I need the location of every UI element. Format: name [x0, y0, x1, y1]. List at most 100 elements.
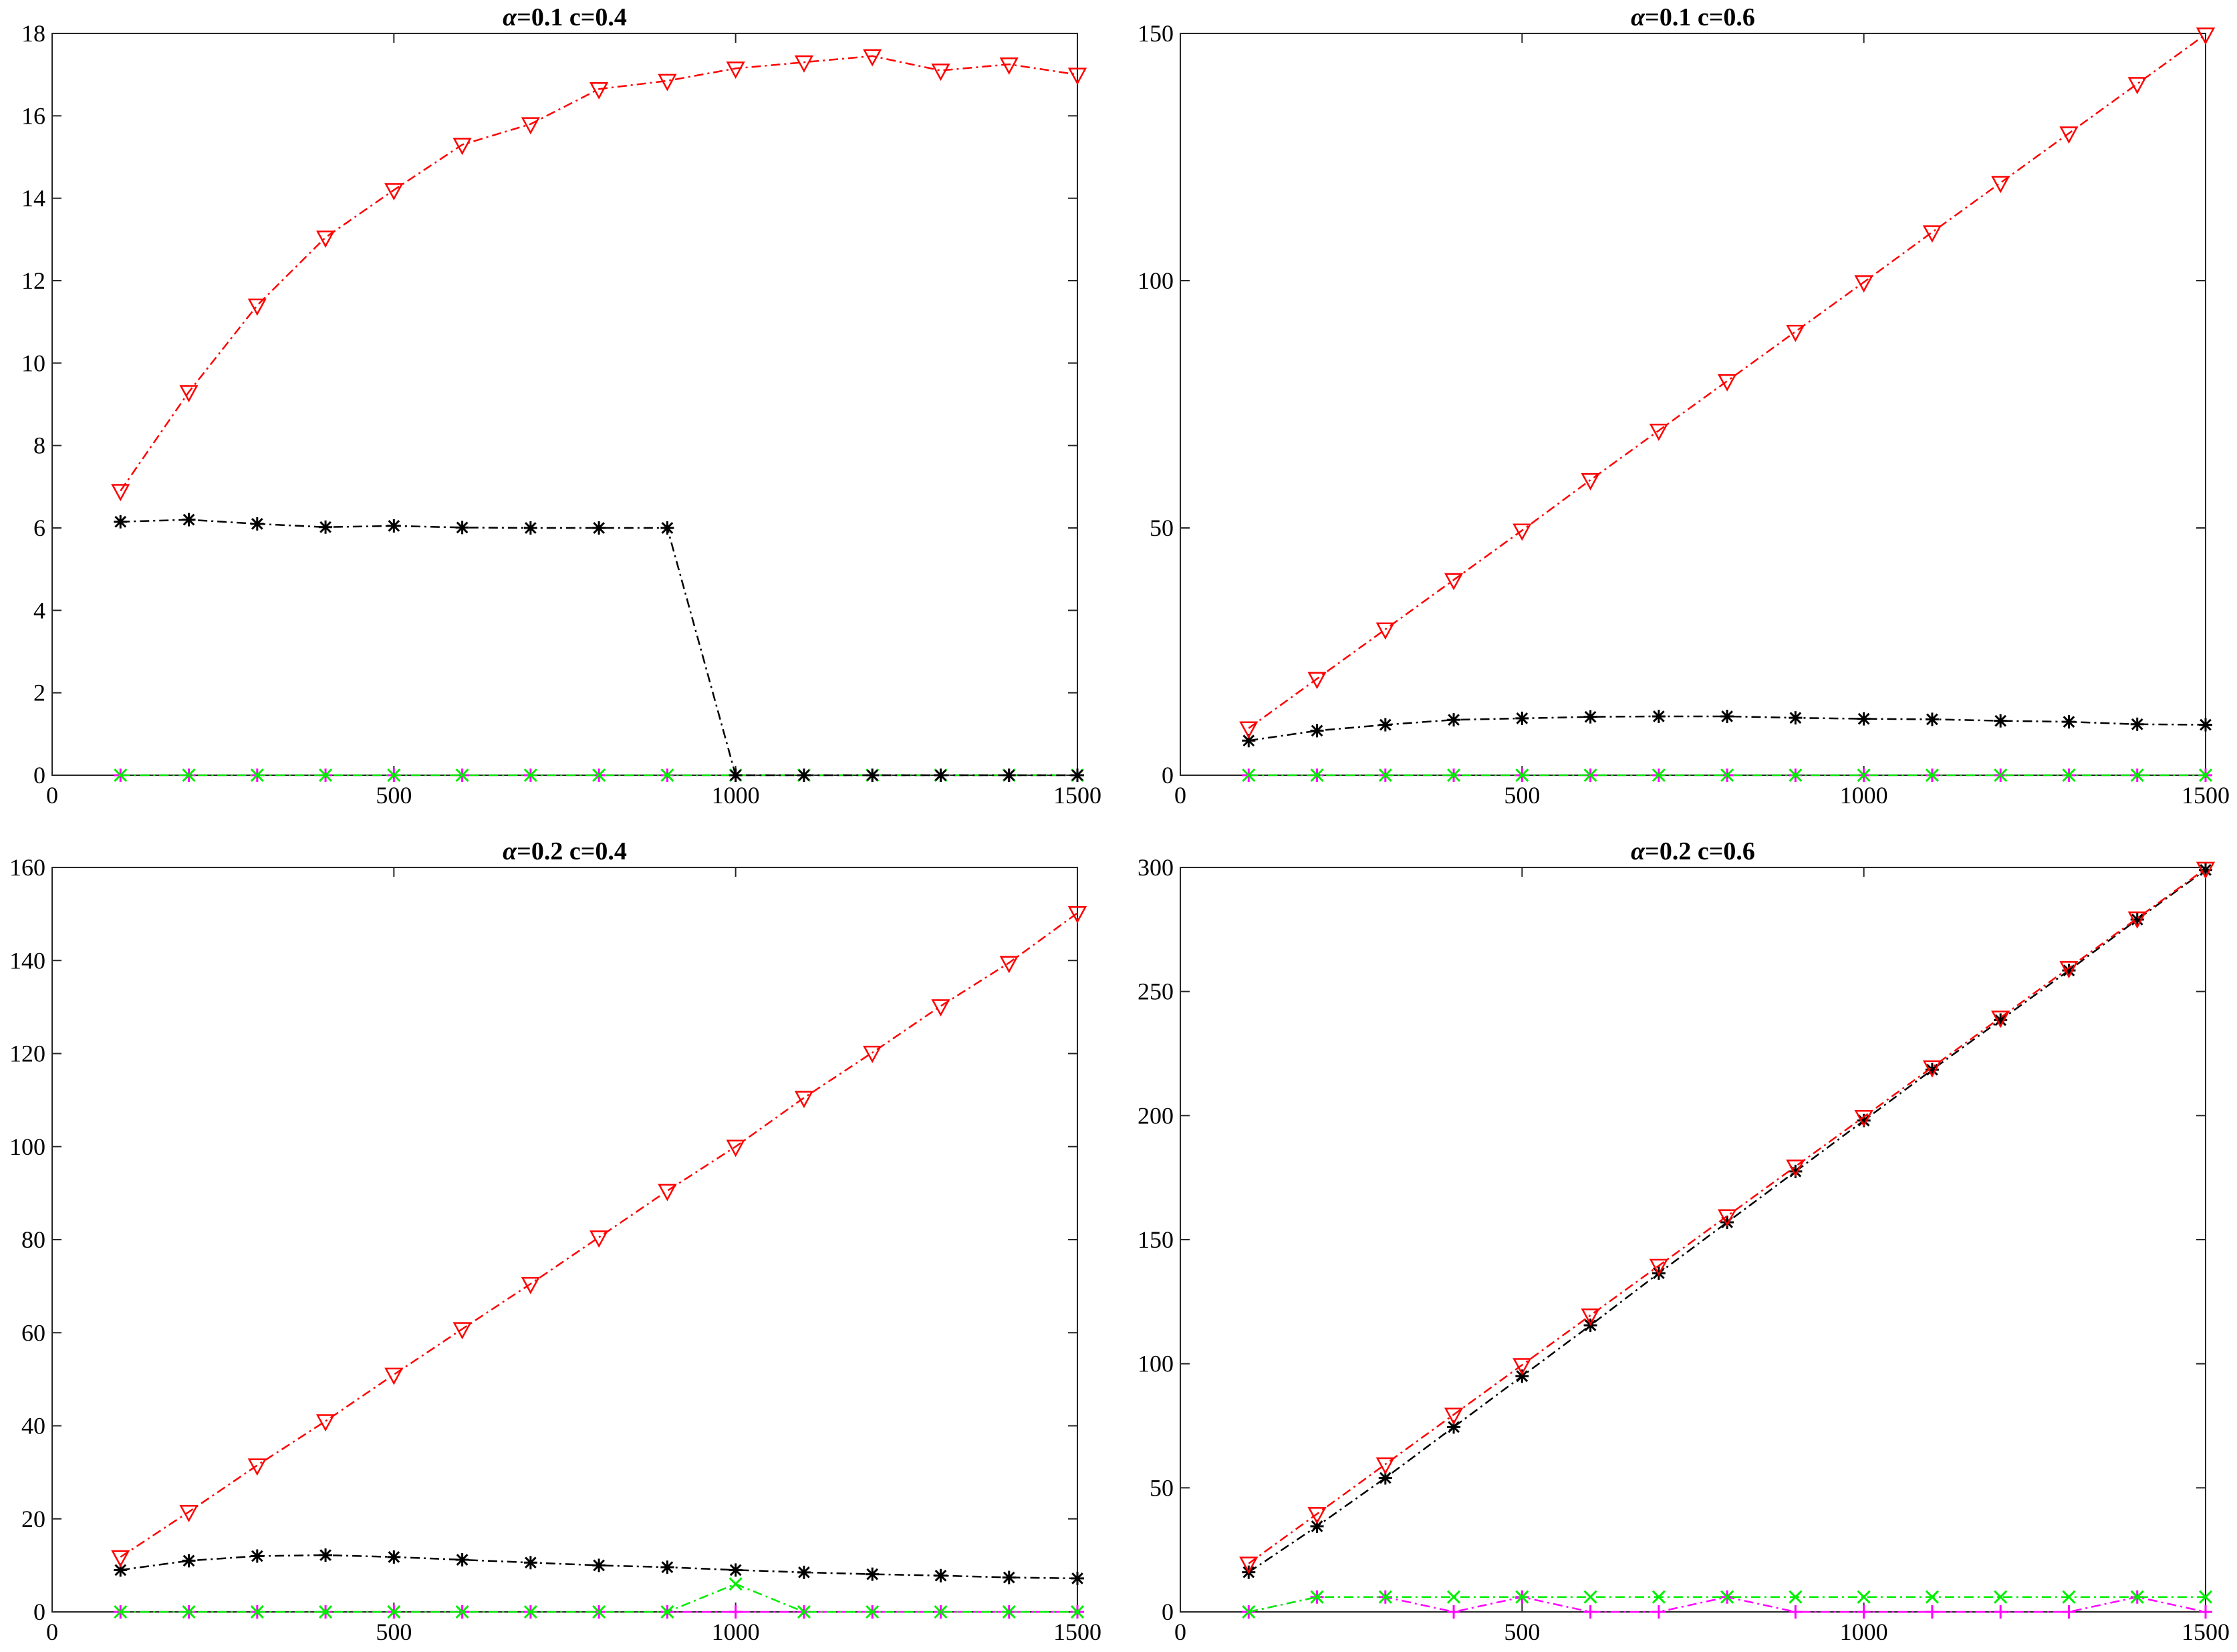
y-tick-label: 60: [21, 1319, 45, 1346]
data-point-black-asterisk: [729, 769, 743, 782]
y-tick-label: 16: [21, 102, 45, 129]
data-point-red-triangle: [2196, 861, 2216, 879]
data-point-black-asterisk: [1378, 1471, 1392, 1485]
data-point-red-triangle: [315, 231, 336, 248]
y-tick-label: 0: [33, 1599, 45, 1625]
data-point-green-x: [1652, 1590, 1666, 1604]
data-point-red-triangle: [1991, 1010, 2010, 1028]
title-symbol: α: [1631, 837, 1646, 865]
data-point-black-asterisk: [319, 520, 333, 534]
data-point-red-triangle: [589, 1230, 609, 1248]
data-point-green-x: [729, 1577, 743, 1591]
data-point-black-asterisk: [1071, 1571, 1084, 1585]
data-point-black-asterisk: [2062, 715, 2076, 729]
data-point-black-asterisk: [1857, 712, 1871, 726]
y-tick-label: 80: [21, 1226, 45, 1253]
data-point-magenta-plus: [1857, 1605, 1871, 1619]
data-point-red-triangle: [1922, 225, 1942, 243]
data-point-black-asterisk: [1720, 709, 1734, 723]
axes-frame: [51, 33, 1078, 776]
data-point-green-x: [660, 1605, 674, 1619]
data-point-red-triangle: [863, 49, 882, 67]
y-tick-label: 12: [21, 267, 45, 294]
data-point-red-triangle: [658, 74, 677, 92]
series-black-asterisk: [1242, 863, 2212, 1579]
title-symbol: α: [503, 3, 517, 31]
data-point-black-asterisk: [660, 521, 674, 535]
data-point-red-triangle: [384, 1367, 404, 1385]
data-point-black-asterisk: [1789, 711, 1803, 725]
x-tick-label: 1000: [1840, 1619, 1888, 1645]
data-point-green-x: [1378, 768, 1392, 783]
data-point-black-asterisk: [114, 515, 128, 529]
data-point-magenta-plus: [1447, 1605, 1461, 1619]
data-point-red-triangle: [2127, 77, 2147, 95]
y-tick-label: 18: [21, 20, 45, 47]
data-point-green-x: [2062, 1590, 2076, 1604]
title-symbol: α: [503, 837, 517, 865]
data-point-green-x: [2130, 768, 2144, 783]
data-point-red-triangle: [1649, 423, 1668, 441]
data-point-green-x: [1720, 768, 1734, 783]
data-point-magenta-plus: [1994, 1605, 2008, 1619]
title-text: =0.1 c=0.4: [517, 3, 627, 31]
data-point-green-x: [455, 768, 469, 783]
data-point-black-asterisk: [2199, 863, 2212, 877]
x-tick-label: 1500: [1053, 1619, 1101, 1645]
data-point-green-x: [1789, 1590, 1803, 1604]
series-green-x: [1242, 768, 2213, 783]
data-point-black-asterisk: [934, 1568, 948, 1582]
y-tick-label: 200: [1138, 1102, 1174, 1129]
data-point-green-x: [2130, 1590, 2144, 1604]
y-tick-label: 150: [1138, 20, 1174, 47]
data-point-black-asterisk: [1071, 769, 1084, 782]
data-point-green-x: [1310, 768, 1324, 783]
data-point-red-triangle: [1922, 1060, 1942, 1078]
panel-title: α=0.1 c=0.4: [503, 3, 627, 31]
y-tick-label: 20: [21, 1506, 45, 1532]
series-black-asterisk: [114, 1548, 1084, 1585]
series-line-green-x: [120, 1582, 1077, 1613]
data-point-green-x: [592, 1605, 606, 1619]
series-red-triangle: [111, 906, 1087, 1568]
data-point-black-asterisk: [1720, 1216, 1734, 1230]
data-point-black-asterisk: [250, 1549, 264, 1563]
data-point-red-triangle: [726, 61, 745, 80]
data-point-green-x: [2198, 768, 2213, 783]
data-point-green-x: [866, 1605, 880, 1619]
data-point-green-x: [1310, 1590, 1324, 1604]
data-point-green-x: [250, 768, 264, 783]
data-point-red-triangle: [863, 1045, 882, 1063]
x-tick-label: 1000: [712, 782, 760, 809]
x-tick-label: 0: [46, 1619, 58, 1645]
y-tick-label: 0: [33, 762, 45, 789]
data-point-magenta-plus: [1789, 1605, 1803, 1619]
data-point-black-asterisk: [319, 1548, 333, 1562]
series-red-triangle: [1239, 27, 2216, 739]
data-point-black-asterisk: [1378, 718, 1392, 732]
data-point-red-triangle: [179, 385, 199, 403]
data-point-red-triangle: [1239, 1556, 1259, 1574]
y-tick-label: 0: [1162, 762, 1174, 789]
data-point-green-x: [387, 768, 401, 783]
data-point-green-x: [182, 1605, 196, 1619]
data-point-black-asterisk: [387, 1550, 401, 1564]
data-point-green-x: [1242, 1605, 1256, 1619]
data-point-green-x: [1789, 768, 1803, 783]
data-point-black-asterisk: [2130, 912, 2144, 926]
x-tick-label: 0: [46, 782, 58, 809]
data-point-red-triangle: [658, 1184, 677, 1202]
data-point-red-triangle: [452, 1322, 472, 1340]
x-tick-label: 1500: [2182, 782, 2230, 809]
data-point-green-x: [1994, 1590, 2008, 1604]
chart-panel-2: 0 500 1000 1500 0 50 100 150 α=0.1 c=0.6: [1138, 3, 2230, 809]
series-line-red-triangle: [120, 55, 1078, 492]
y-tick-label: 100: [9, 1133, 45, 1160]
data-point-green-x: [523, 768, 537, 783]
data-point-black-asterisk: [455, 521, 469, 535]
data-point-black-asterisk: [1994, 1013, 2008, 1027]
y-tick-label: 14: [21, 185, 45, 212]
series-red-triangle: [111, 49, 1087, 502]
data-point-black-asterisk: [797, 1565, 811, 1579]
data-point-red-triangle: [589, 82, 609, 100]
